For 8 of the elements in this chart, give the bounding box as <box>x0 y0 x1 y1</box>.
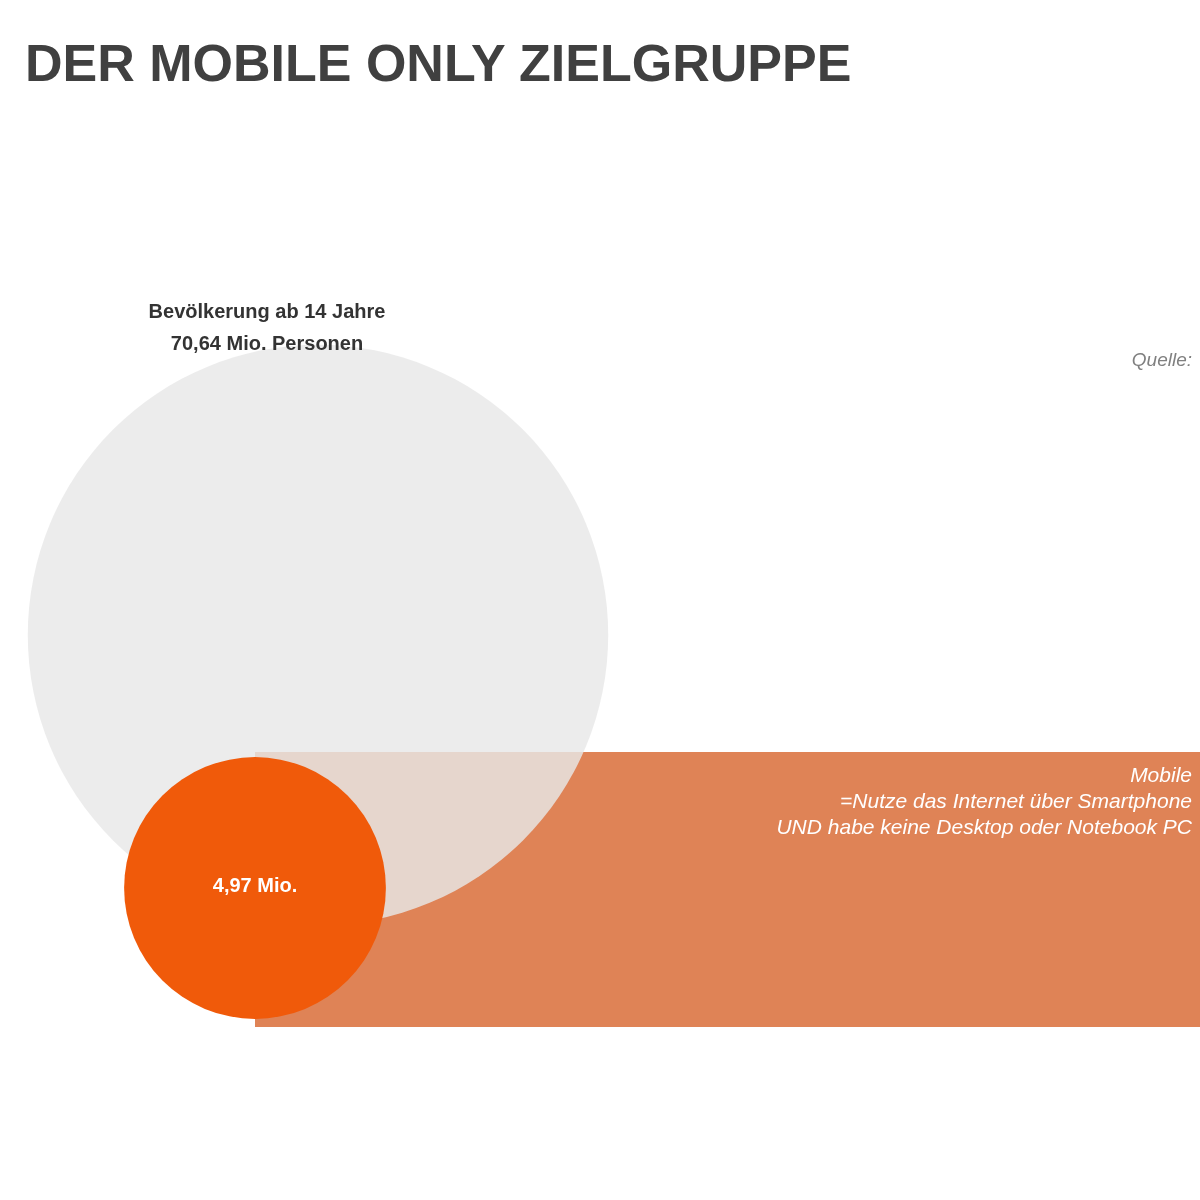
source-note: Quelle: <box>1131 349 1192 370</box>
data-label: 4,97 Mio. <box>212 874 298 896</box>
text: Mobile <box>1130 763 1192 786</box>
text: DER MOBILE ONLY ZIELGRUPPE <box>25 34 852 92</box>
text: UND habe keine Desktop oder Notebook PC <box>776 815 1193 838</box>
data-label: 70,64 Mio. Personen <box>170 332 364 354</box>
text: =Nutze das Internet über Smartphone <box>840 789 1192 812</box>
category-label: Bevölkerung ab 14 Jahre <box>148 300 386 322</box>
